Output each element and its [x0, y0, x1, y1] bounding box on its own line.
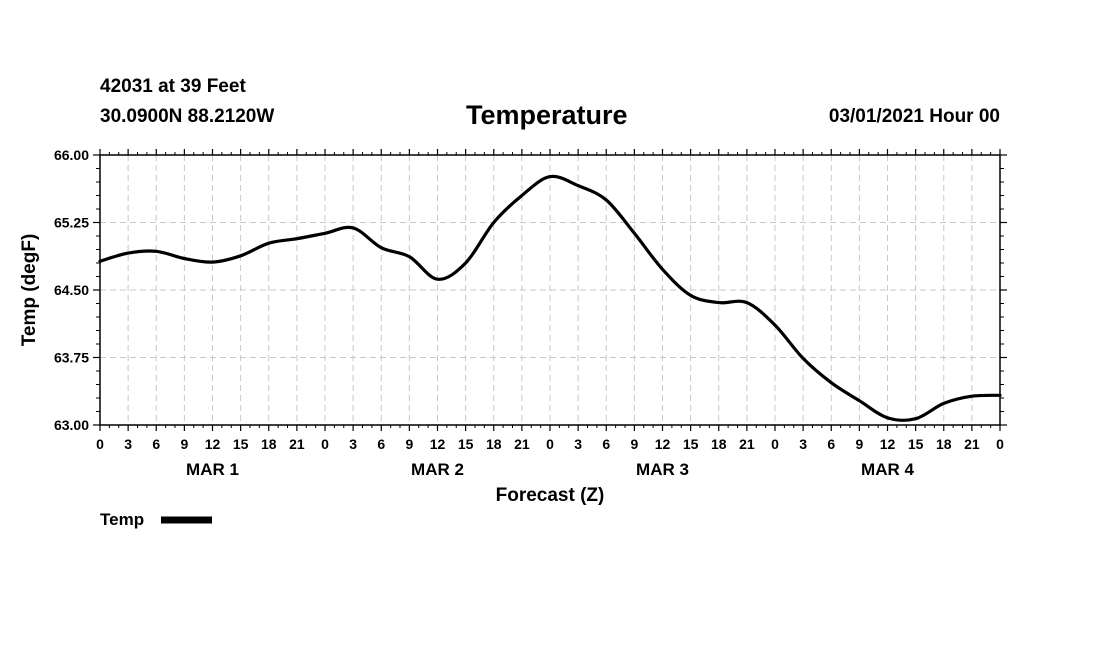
- x-tick-label: 9: [855, 436, 863, 452]
- station-coordinates: 30.0900N 88.2120W: [100, 106, 275, 127]
- day-labels: MAR 1 MAR 2 MAR 3 MAR 4: [186, 460, 914, 479]
- x-tick-label: 0: [546, 436, 554, 452]
- y-axis-title: Temp (degF): [19, 234, 40, 347]
- grid-lines: [100, 155, 1000, 425]
- x-tick-label: 9: [630, 436, 638, 452]
- x-tick-label: 6: [827, 436, 835, 452]
- y-axis-tick-labels: 63.00 63.75 64.50 65.25 66.00: [54, 147, 89, 433]
- x-axis-tick-labels: 0 3 6 9 12 15 18 21 0 3 6 9 12 15 18 21 0 3 6 9 12 15 18 21 0 3 6 9…: [96, 436, 1004, 452]
- x-tick-label: 12: [880, 436, 896, 452]
- x-tick-label: 21: [739, 436, 755, 452]
- series-layer: [98, 174, 1002, 422]
- x-tick-label: 0: [321, 436, 329, 452]
- x-tick-label: 15: [458, 436, 474, 452]
- forecast-run-time: 03/01/2021 Hour 00: [828, 106, 1000, 127]
- x-tick-label: 3: [124, 436, 132, 452]
- y-tick-label: 65.25: [54, 215, 89, 231]
- x-tick-label: 0: [96, 436, 104, 452]
- day-label: MAR 3: [636, 460, 689, 479]
- series-line-temp: [98, 174, 1002, 422]
- y-tick-label: 63.75: [54, 350, 89, 366]
- x-tick-label: 15: [908, 436, 924, 452]
- chart-title: Temperature: [466, 100, 628, 130]
- x-tick-label: 12: [655, 436, 671, 452]
- x-tick-label: 6: [602, 436, 610, 452]
- x-tick-label: 3: [799, 436, 807, 452]
- x-tick-label: 6: [377, 436, 385, 452]
- x-tick-label: 9: [405, 436, 413, 452]
- x-tick-label: 18: [486, 436, 502, 452]
- y-tick-label: 63.00: [54, 417, 89, 433]
- x-tick-label: 0: [771, 436, 779, 452]
- x-axis-title: Forecast (Z): [496, 485, 605, 506]
- x-tick-label: 18: [936, 436, 952, 452]
- x-tick-label: 21: [514, 436, 530, 452]
- station-id: 42031 at 39 Feet: [100, 76, 246, 97]
- legend-label-temp: Temp: [100, 510, 144, 529]
- x-tick-label: 12: [205, 436, 221, 452]
- day-label: MAR 4: [861, 460, 914, 479]
- day-label: MAR 2: [411, 460, 464, 479]
- day-label: MAR 1: [186, 460, 239, 479]
- x-tick-label: 15: [233, 436, 249, 452]
- y-tick-label: 66.00: [54, 147, 89, 163]
- x-tick-label: 18: [711, 436, 727, 452]
- x-tick-label: 21: [289, 436, 305, 452]
- x-tick-label: 3: [349, 436, 357, 452]
- x-tick-label: 0: [996, 436, 1004, 452]
- y-tick-label: 64.50: [54, 282, 89, 298]
- x-tick-label: 21: [964, 436, 980, 452]
- plot-area-frame: [99, 154, 1001, 426]
- x-tick-label: 15: [683, 436, 699, 452]
- legend: Temp: [100, 510, 212, 529]
- x-tick-label: 9: [180, 436, 188, 452]
- x-tick-label: 18: [261, 436, 277, 452]
- x-tick-label: 3: [574, 436, 582, 452]
- x-tick-label: 6: [152, 436, 160, 452]
- x-tick-label: 12: [430, 436, 446, 452]
